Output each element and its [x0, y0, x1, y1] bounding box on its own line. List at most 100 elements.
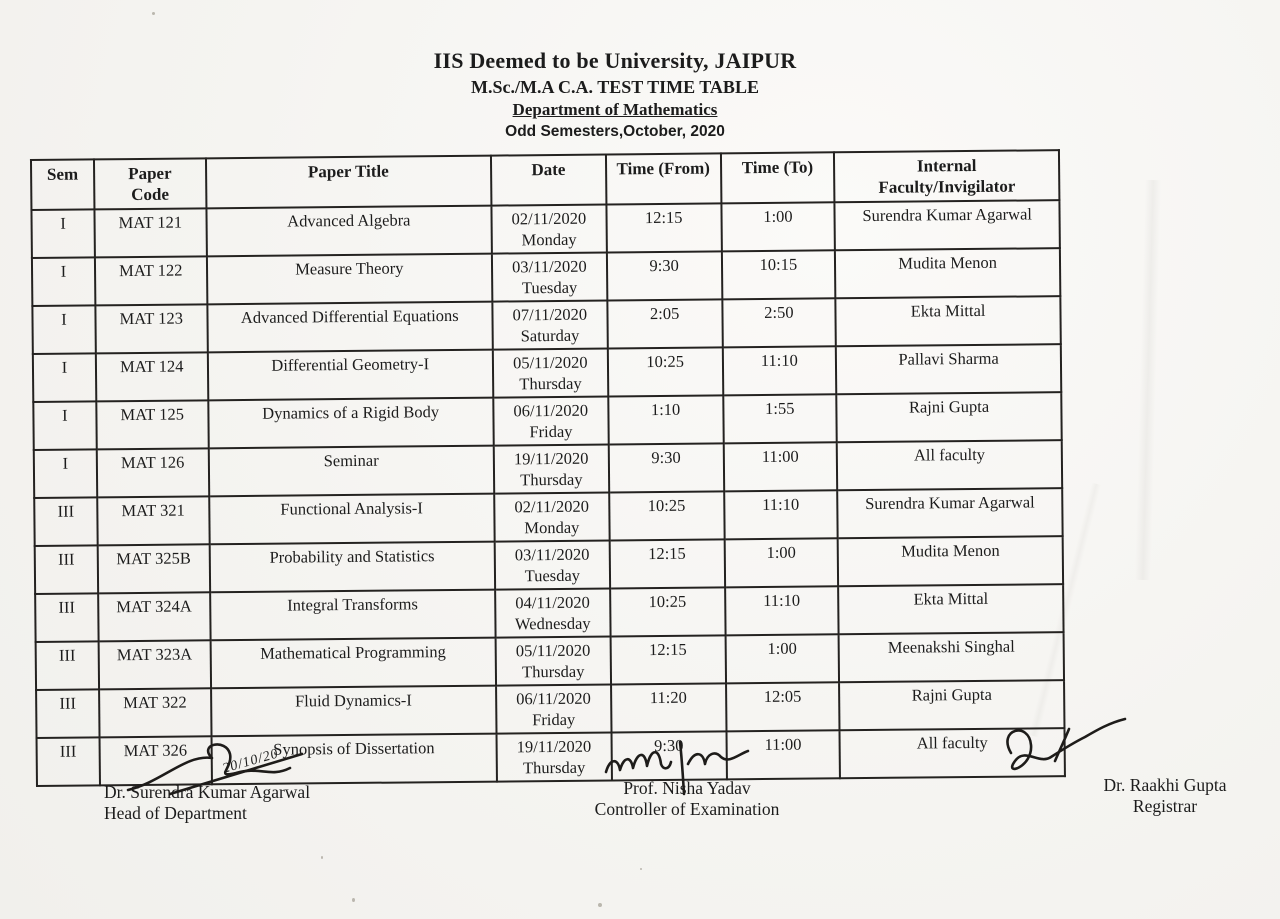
cell-date: 04/11/2020 Wednesday [495, 588, 611, 638]
cell-faculty: Ekta Mittal [838, 584, 1064, 635]
col-date: Date [490, 154, 607, 206]
cell-date-value: 03/11/2020 [512, 256, 587, 277]
scan-speck [352, 898, 355, 902]
cell-paper-title: Integral Transforms [209, 589, 496, 641]
cell-faculty: All faculty [836, 440, 1063, 491]
hod-role: Head of Department [104, 803, 247, 823]
scan-speck [598, 903, 602, 907]
cell-time-from: 11:20 [610, 683, 727, 733]
cell-time-from: 10:25 [607, 347, 723, 397]
cell-date-value: 02/11/2020 [514, 496, 590, 517]
cell-paper-title: Advanced Differential Equations [207, 301, 493, 353]
cell-day-value: Tuesday [524, 565, 581, 586]
registrar-role: Registrar [1132, 796, 1198, 816]
cell-day-value: Monday [524, 517, 580, 538]
hod-name: Dr. Surendra Kumar Agarwal [104, 782, 311, 802]
cell-date-value: 19/11/2020 [516, 736, 592, 757]
cell-time-to: 11:10 [722, 346, 837, 396]
cell-date-value: 02/11/2020 [511, 208, 587, 229]
cell-date-value: 19/11/2020 [513, 448, 589, 469]
paper-crease [1134, 179, 1162, 581]
controller-name: Prof. Nisha Yadav [623, 778, 751, 798]
col-paper-title: Paper Title [205, 155, 492, 209]
cell-day-value: Thursday [521, 661, 585, 682]
scan-speck [152, 12, 155, 15]
signature-block-hod: 20/10/20 Dr. Surendra Kumar Agarwal Head… [104, 743, 374, 824]
cell-sem: I [32, 353, 97, 403]
cell-time-to: 11:00 [723, 442, 838, 492]
semester-line: Odd Semesters,October, 2020 [505, 123, 725, 140]
cell-date: 02/11/2020 Monday [494, 492, 610, 542]
cell-date: 19/11/2020 Thursday [496, 732, 612, 782]
cell-paper-code: MAT 122 [94, 256, 208, 306]
cell-sem: III [36, 737, 100, 786]
cell-sem: I [31, 257, 96, 307]
document-header: IIS Deemed to be University, JAIPUR M.Sc… [0, 48, 1230, 141]
cell-day-value: Thursday [519, 373, 582, 394]
cell-paper-title: Seminar [208, 445, 495, 497]
controller-signature-icon [604, 740, 750, 796]
cell-time-to: 11:10 [723, 490, 838, 540]
timetable-body: I MAT 121 Advanced Algebra 02/11/2020 Mo… [31, 200, 1065, 786]
cell-paper-code: MAT 123 [95, 304, 208, 354]
cell-day-value: Tuesday [521, 277, 578, 298]
cell-date: 03/11/2020 Tuesday [491, 252, 608, 302]
cell-date-value: 05/11/2020 [515, 640, 591, 661]
cell-faculty: Mudita Menon [837, 536, 1064, 587]
cell-time-from: 1:10 [608, 395, 724, 445]
cell-paper-code: MAT 121 [94, 208, 207, 258]
cell-time-from: 12:15 [610, 635, 726, 685]
cell-date-value: 03/11/2020 [514, 544, 590, 565]
cell-time-from: 10:25 [608, 491, 725, 541]
cell-time-to: 1:00 [720, 202, 836, 252]
cell-sem: III [36, 689, 100, 738]
signature-block-controller: Prof. Nisha Yadav Controller of Examinat… [572, 740, 802, 820]
cell-time-from: 9:30 [606, 251, 722, 301]
cell-faculty: Meenakshi Singhal [838, 632, 1065, 683]
cell-date-value: 04/11/2020 [515, 592, 590, 613]
cell-faculty: Pallavi Sharma [836, 344, 1062, 395]
cell-day-value: Thursday [522, 757, 586, 778]
cell-date: 05/11/2020 Thursday [492, 348, 609, 398]
cell-day-value: Monday [521, 229, 577, 250]
registrar-signature-icon [1006, 717, 1127, 771]
col-time-to: Time (To) [720, 152, 835, 204]
cell-date: 06/11/2020 Friday [495, 684, 612, 734]
cell-time-from: 9:30 [608, 443, 724, 493]
exam-title: M.Sc./M.A C.A. TEST TIME TABLE [471, 77, 759, 97]
cell-sem: I [32, 305, 96, 355]
cell-paper-code: MAT 125 [96, 400, 209, 450]
cell-sem: III [34, 545, 99, 594]
cell-faculty: Surendra Kumar Agarwal [834, 200, 1060, 251]
cell-paper-title: Dynamics of a Rigid Body [207, 397, 494, 449]
cell-time-to: 10:15 [721, 250, 836, 300]
cell-day-value: Thursday [520, 469, 583, 490]
cell-paper-code: MAT 321 [97, 496, 210, 546]
cell-time-to: 11:10 [724, 586, 839, 636]
col-time-from: Time (From) [605, 153, 721, 205]
cell-time-to: 1:55 [722, 394, 837, 444]
cell-date: 07/11/2020 Saturday [492, 300, 608, 350]
cell-paper-code: MAT 124 [95, 352, 208, 402]
cell-faculty: Rajni Gupta [836, 392, 1062, 443]
cell-date-value: 06/11/2020 [513, 400, 589, 421]
cell-time-from: 12:15 [609, 539, 725, 589]
cell-paper-code: MAT 126 [96, 448, 209, 498]
cell-faculty: Surendra Kumar Agarwal [837, 488, 1063, 539]
cell-paper-title: Mathematical Programming [210, 637, 496, 689]
scan-speck [321, 856, 323, 859]
col-faculty: Internal Faculty/Invigilator [834, 150, 1060, 203]
cell-sem: III [35, 593, 99, 642]
cell-time-from: 10:25 [609, 587, 726, 637]
timetable: Sem Paper Code Paper Title Date Time (Fr… [30, 149, 1066, 787]
cell-date: 06/11/2020 Friday [493, 396, 609, 446]
cell-faculty: Ekta Mittal [835, 296, 1061, 347]
cell-paper-code: MAT 324A [98, 592, 211, 642]
cell-date: 19/11/2020 Thursday [493, 444, 609, 494]
cell-paper-title: Differential Geometry-I [207, 349, 494, 401]
hod-signature-icon [126, 743, 304, 796]
cell-time-to: 1:00 [725, 634, 840, 684]
cell-day-value: Saturday [520, 325, 580, 346]
cell-paper-title: Advanced Algebra [206, 205, 492, 257]
registrar-name: Dr. Raakhi Gupta [1103, 775, 1227, 795]
